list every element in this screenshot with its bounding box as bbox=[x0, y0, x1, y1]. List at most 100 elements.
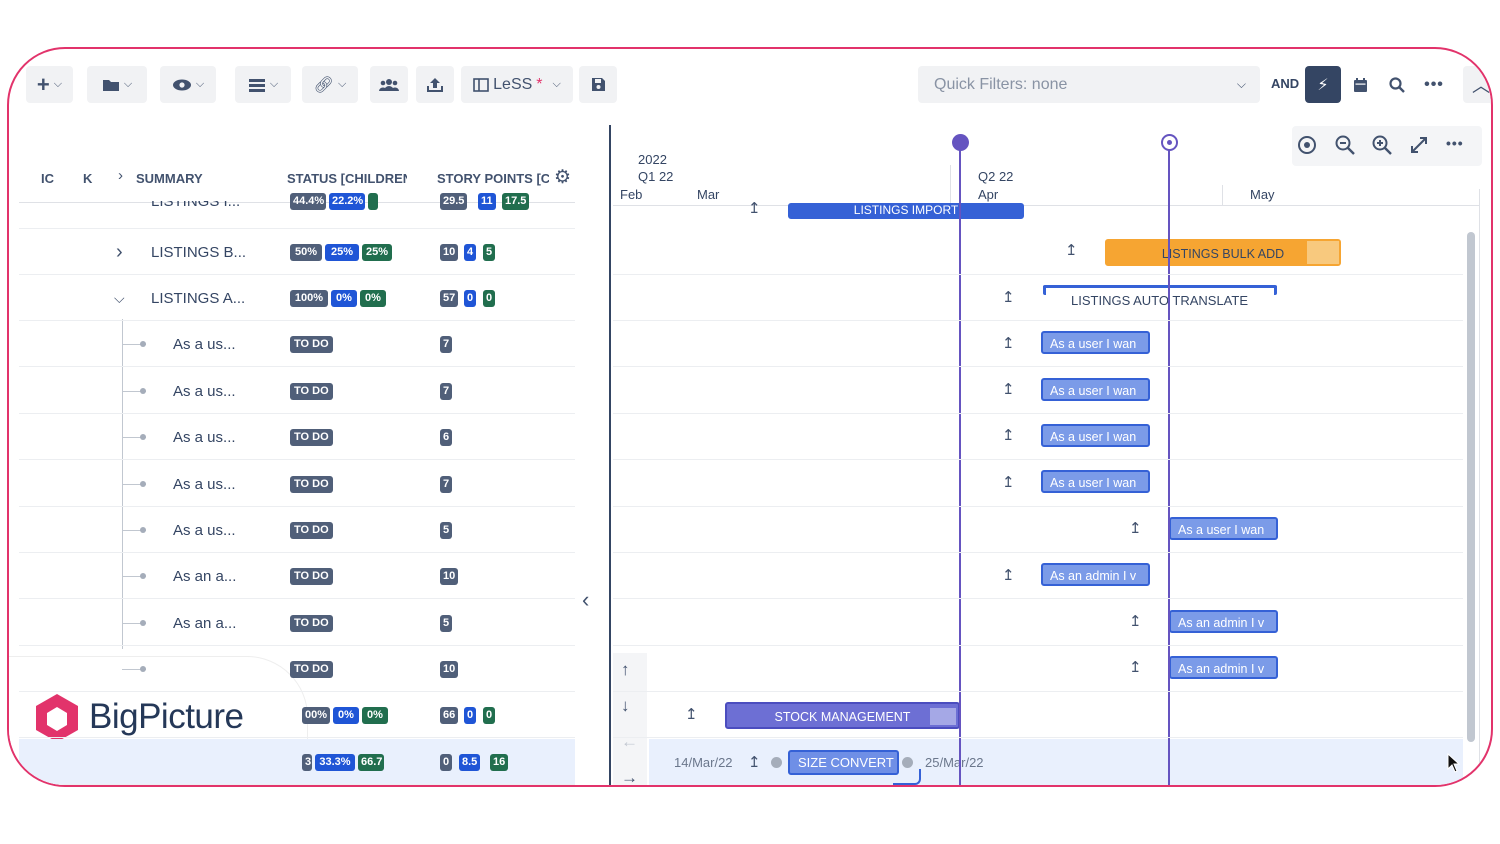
zoom-out-icon[interactable] bbox=[1335, 135, 1355, 160]
summary-cell[interactable]: As a us... bbox=[173, 429, 236, 446]
summary-cell[interactable]: As a us... bbox=[173, 522, 236, 539]
table-row[interactable] bbox=[19, 229, 575, 275]
collapse-toolbar-button[interactable]: ︿ bbox=[1463, 66, 1491, 103]
tree-node-dot bbox=[140, 620, 146, 626]
export-button[interactable] bbox=[416, 66, 454, 103]
table-row[interactable] bbox=[19, 275, 575, 321]
table-row[interactable] bbox=[19, 553, 575, 599]
expand-all-chevron-icon[interactable]: › bbox=[118, 167, 123, 184]
view-button[interactable]: ⌵ bbox=[160, 66, 216, 103]
upload-arrow-icon[interactable]: ↥ bbox=[1129, 659, 1142, 676]
quarter-divider bbox=[950, 165, 951, 205]
chevron-down-icon: ⌵ bbox=[123, 78, 133, 90]
table-row[interactable] bbox=[19, 692, 575, 738]
view-selector[interactable]: LeSS * ⌵ bbox=[461, 66, 573, 103]
bar-admin-story-2[interactable]: As an admin I v bbox=[1169, 610, 1278, 633]
arrow-right-icon[interactable]: → bbox=[621, 768, 638, 787]
upload-arrow-icon[interactable]: ↥ bbox=[1065, 242, 1078, 259]
summary-cell[interactable]: LISTINGS A... bbox=[151, 290, 246, 307]
quick-filters-select[interactable]: Quick Filters: none ⌵ bbox=[918, 66, 1260, 103]
col-header-status[interactable]: STATUS [CHILDREN bbox=[287, 171, 407, 186]
gantt-row bbox=[613, 692, 1463, 738]
col-header-k[interactable]: K bbox=[83, 171, 93, 186]
upload-arrow-icon[interactable]: ↥ bbox=[748, 200, 761, 217]
table-row[interactable] bbox=[19, 368, 575, 414]
table-row[interactable] bbox=[19, 646, 575, 692]
arrow-down-icon[interactable]: ↓ bbox=[621, 696, 630, 715]
table-row[interactable] bbox=[19, 199, 575, 229]
table-row[interactable] bbox=[19, 414, 575, 460]
gear-icon[interactable]: ⚙︎ bbox=[554, 167, 572, 188]
vertical-scrollbar[interactable] bbox=[1467, 232, 1475, 742]
add-button[interactable]: + ⌵ bbox=[26, 66, 73, 103]
bar-admin-story-1[interactable]: As an admin I v bbox=[1041, 563, 1150, 586]
drag-handle-end[interactable] bbox=[902, 757, 913, 768]
upload-arrow-icon[interactable]: ↥ bbox=[1002, 474, 1015, 491]
bar-listings-auto-translate[interactable] bbox=[1043, 285, 1277, 295]
bar-user-story-4[interactable]: As a user I wan bbox=[1041, 470, 1150, 493]
today-marker[interactable] bbox=[952, 134, 969, 151]
arrow-left-icon[interactable]: ← bbox=[621, 732, 638, 751]
columns-button[interactable]: ⌵ bbox=[235, 66, 291, 103]
lightning-button[interactable]: ⚡︎ bbox=[1305, 66, 1341, 103]
arrow-up-icon[interactable]: ↑ bbox=[621, 660, 630, 679]
upload-arrow-icon[interactable]: ↥ bbox=[1002, 335, 1015, 352]
pane-splitter[interactable] bbox=[609, 125, 611, 785]
bar-user-story-3[interactable]: As a user I wan bbox=[1041, 424, 1150, 447]
search-icon bbox=[1389, 76, 1405, 93]
summary-cell[interactable]: LISTINGS B... bbox=[151, 244, 247, 261]
summary-cell[interactable]: As a us... bbox=[173, 336, 236, 353]
bar-listings-bulk-add[interactable]: LISTINGS BULK ADD bbox=[1105, 239, 1341, 266]
collapse-panel-chevron-icon[interactable]: ‹ bbox=[582, 587, 590, 612]
status-badge: TO DO bbox=[290, 336, 333, 353]
expand-chevron-icon[interactable]: › bbox=[116, 241, 123, 263]
bar-user-story-1[interactable]: As a user I wan bbox=[1041, 331, 1150, 354]
team-button[interactable] bbox=[370, 66, 408, 103]
search-button[interactable] bbox=[1379, 66, 1415, 103]
story-points-badge: 66 bbox=[440, 707, 459, 724]
table-row[interactable] bbox=[19, 461, 575, 507]
more-button[interactable]: ••• bbox=[1416, 66, 1452, 103]
milestone-marker[interactable] bbox=[1161, 134, 1178, 151]
target-icon[interactable] bbox=[1297, 135, 1317, 160]
col-header-ic[interactable]: IC bbox=[41, 171, 54, 186]
bar-user-story-5[interactable]: As a user I wan bbox=[1169, 517, 1278, 540]
summary-cell[interactable]: As an a... bbox=[173, 615, 237, 632]
table-row[interactable] bbox=[19, 507, 575, 553]
bar-admin-story-3[interactable]: As an admin I v bbox=[1169, 656, 1278, 679]
upload-arrow-icon[interactable]: ↥ bbox=[1129, 613, 1142, 630]
summary-cell[interactable]: As a us... bbox=[173, 383, 236, 400]
bar-stock-management[interactable]: STOCK MANAGEMENT bbox=[725, 702, 960, 729]
timeline-quarter-q2: Q2 22 bbox=[978, 169, 1014, 184]
bar-progress-remainder bbox=[1307, 241, 1339, 264]
upload-arrow-icon[interactable]: ↥ bbox=[1002, 427, 1015, 444]
and-toggle[interactable]: AND bbox=[1271, 76, 1300, 91]
summary-cell[interactable]: As a us... bbox=[173, 476, 236, 493]
upload-arrow-icon[interactable]: ↥ bbox=[1129, 520, 1142, 537]
table-row[interactable] bbox=[19, 600, 575, 646]
col-header-summary[interactable]: SUMMARY bbox=[136, 171, 203, 186]
upload-arrow-icon[interactable]: ↥ bbox=[1002, 567, 1015, 584]
col-header-story-points[interactable]: STORY POINTS [C bbox=[437, 171, 549, 186]
folder-button[interactable]: ⌵ bbox=[87, 66, 147, 103]
expand-icon[interactable] bbox=[1409, 135, 1429, 160]
upload-arrow-icon[interactable]: ↥ bbox=[748, 754, 761, 771]
table-row[interactable] bbox=[19, 739, 575, 785]
bar-size-convert[interactable]: SIZE CONVERT bbox=[788, 750, 899, 775]
timeline-more-icon[interactable]: ••• bbox=[1446, 135, 1464, 151]
upload-arrow-icon[interactable]: ↥ bbox=[1002, 289, 1015, 306]
calendar-button[interactable] bbox=[1342, 66, 1378, 103]
bar-user-story-2[interactable]: As a user I wan bbox=[1041, 378, 1150, 401]
status-badge: 0% bbox=[360, 290, 386, 307]
collapse-chevron-icon[interactable]: ⌵ bbox=[114, 290, 125, 306]
summary-cell[interactable]: LISTINGS I... bbox=[151, 193, 241, 210]
summary-cell[interactable]: As an a... bbox=[173, 568, 237, 585]
drag-handle-start[interactable] bbox=[771, 757, 782, 768]
save-button[interactable] bbox=[579, 66, 617, 103]
zoom-in-icon[interactable] bbox=[1372, 135, 1392, 160]
bar-listings-import[interactable]: LISTINGS IMPORT bbox=[788, 203, 1024, 219]
link-button[interactable]: 🔗︎ ⌵ bbox=[302, 66, 358, 103]
upload-arrow-icon[interactable]: ↥ bbox=[685, 706, 698, 723]
upload-arrow-icon[interactable]: ↥ bbox=[1002, 381, 1015, 398]
table-row[interactable] bbox=[19, 321, 575, 367]
